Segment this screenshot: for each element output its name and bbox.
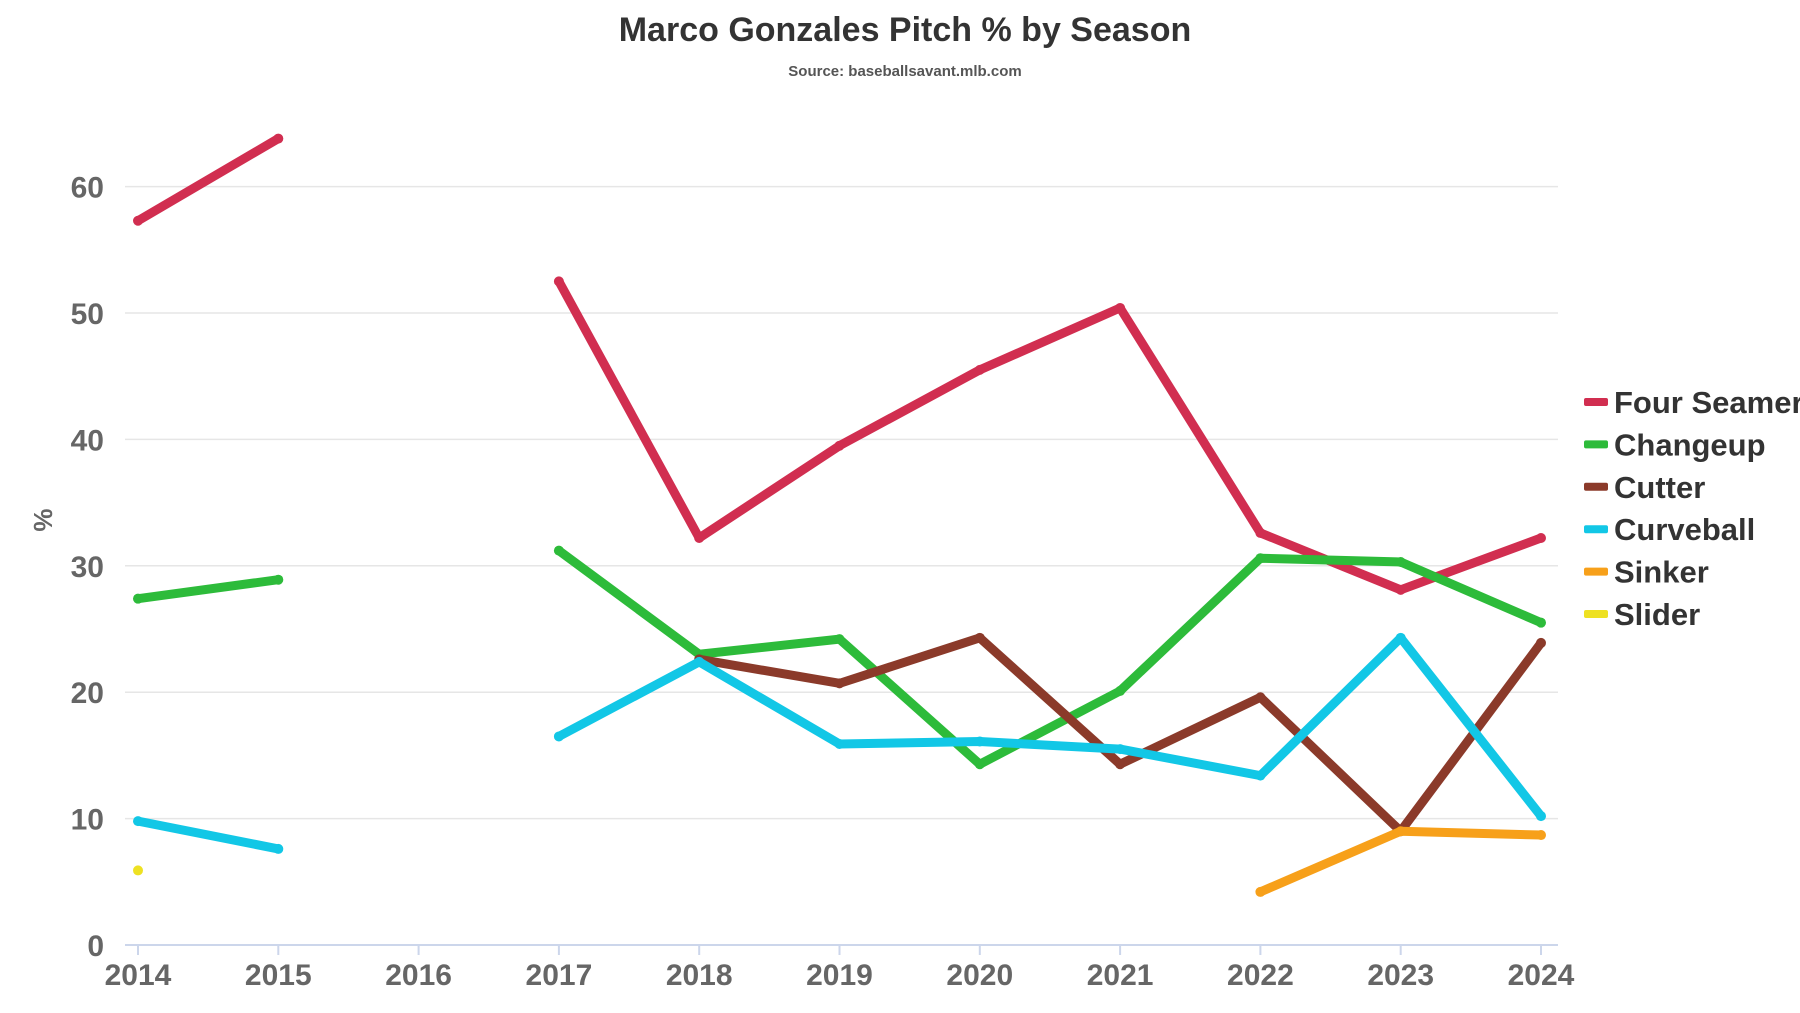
data-point[interactable]	[133, 593, 143, 604]
y-tick-label: 60	[71, 172, 104, 205]
x-tick-label: 2018	[666, 959, 733, 992]
series-line-segment[interactable]	[554, 546, 1546, 769]
legend-swatch	[1584, 525, 1608, 534]
data-point[interactable]	[133, 865, 143, 876]
series-line-segment[interactable]	[554, 633, 1546, 821]
legend-swatch	[1584, 482, 1608, 491]
y-axis-ticks: 0 10 20 30 40 50 60	[71, 172, 104, 963]
grid-lines	[125, 185, 1558, 820]
legend-item[interactable]: Cutter	[1584, 470, 1705, 505]
series-line-segment[interactable]	[133, 816, 283, 854]
y-tick-label: 20	[71, 677, 104, 710]
series-sinker[interactable]	[1255, 826, 1546, 897]
data-point[interactable]	[1536, 811, 1546, 822]
data-point[interactable]	[974, 364, 985, 375]
data-point[interactable]	[1536, 830, 1546, 841]
y-tick-label: 0	[87, 930, 104, 963]
data-point[interactable]	[974, 759, 985, 770]
data-point[interactable]	[1536, 617, 1546, 628]
x-tick-label: 2020	[946, 959, 1013, 992]
data-point[interactable]	[1395, 557, 1406, 568]
data-point[interactable]	[694, 656, 705, 667]
chart-title: Marco Gonzales Pitch % by Season	[619, 11, 1192, 49]
legend-label: Curveball	[1614, 512, 1755, 547]
data-point[interactable]	[1115, 685, 1126, 696]
data-point[interactable]	[1536, 637, 1546, 648]
data-point[interactable]	[1395, 584, 1406, 595]
data-point[interactable]	[834, 739, 845, 750]
x-tick-label: 2022	[1227, 959, 1294, 992]
y-tick-label: 50	[71, 298, 104, 331]
data-point[interactable]	[834, 634, 845, 645]
data-point[interactable]	[553, 731, 564, 742]
series-slider[interactable]	[133, 865, 143, 876]
data-point[interactable]	[1395, 632, 1406, 643]
data-point[interactable]	[1255, 770, 1266, 781]
series-four-seamer[interactable]	[133, 133, 1546, 595]
legend-label: Cutter	[1614, 470, 1705, 505]
data-point[interactable]	[974, 736, 985, 747]
x-tick-label: 2023	[1367, 959, 1434, 992]
data-point[interactable]	[133, 816, 143, 827]
x-tick-label: 2019	[806, 959, 873, 992]
legend-swatch	[1584, 398, 1608, 406]
data-point[interactable]	[1115, 759, 1126, 770]
y-axis-label: %	[28, 508, 58, 531]
legend-swatch	[1584, 610, 1608, 618]
x-tick-label: 2017	[526, 959, 593, 992]
data-point[interactable]	[1255, 886, 1266, 897]
legend-item[interactable]: Slider	[1584, 597, 1700, 632]
legend-label: Slider	[1614, 597, 1700, 632]
data-point[interactable]	[553, 545, 564, 556]
legend-swatch	[1584, 567, 1608, 576]
series-lines	[133, 133, 1546, 897]
data-point[interactable]	[1536, 532, 1546, 543]
y-tick-label: 40	[71, 424, 104, 457]
legend-label: Sinker	[1614, 555, 1709, 590]
x-tick-label: 2016	[385, 959, 452, 992]
series-line-segment[interactable]	[133, 134, 283, 226]
legend[interactable]: Four Seamer Changeup Cutter Curveball Sinker…	[1584, 385, 1800, 632]
series-changeup[interactable]	[133, 545, 1546, 770]
series-line-segment[interactable]	[554, 276, 1546, 595]
data-point[interactable]	[1255, 692, 1266, 703]
data-point[interactable]	[834, 440, 845, 451]
y-tick-label: 30	[71, 551, 104, 584]
chart-subtitle: Source: baseballsavant.mlb.com	[788, 63, 1021, 80]
data-point[interactable]	[834, 678, 845, 689]
data-point[interactable]	[1115, 302, 1126, 313]
x-tick-label: 2021	[1087, 959, 1154, 992]
x-tick-label: 2014	[105, 959, 172, 992]
data-point[interactable]	[974, 632, 985, 643]
legend-label: Four Seamer	[1614, 385, 1800, 420]
series-line-segment[interactable]	[133, 575, 283, 604]
legend-item[interactable]: Sinker	[1584, 555, 1709, 590]
data-point[interactable]	[694, 532, 705, 543]
data-point[interactable]	[1255, 527, 1266, 538]
data-point[interactable]	[133, 215, 143, 226]
x-tick-label: 2024	[1508, 959, 1575, 992]
data-point[interactable]	[1115, 744, 1126, 755]
series-curveball[interactable]	[133, 632, 1546, 854]
legend-swatch	[1584, 440, 1608, 449]
series-line-segment[interactable]	[1255, 826, 1546, 897]
legend-item[interactable]: Changeup	[1584, 427, 1766, 462]
data-point[interactable]	[1395, 826, 1406, 837]
y-tick-label: 10	[71, 804, 104, 837]
legend-item[interactable]: Curveball	[1584, 512, 1755, 547]
data-point[interactable]	[273, 843, 284, 854]
legend-label: Changeup	[1614, 427, 1766, 462]
x-axis-ticks: 2014 2015 2016 2017 2018 2019 2020 2021 2022 2023…	[105, 945, 1575, 992]
data-point[interactable]	[553, 276, 564, 287]
legend-item[interactable]: Four Seamer	[1584, 385, 1800, 420]
data-point[interactable]	[1255, 553, 1266, 564]
data-point[interactable]	[273, 133, 284, 144]
data-point[interactable]	[273, 574, 284, 585]
x-tick-label: 2015	[245, 959, 312, 992]
